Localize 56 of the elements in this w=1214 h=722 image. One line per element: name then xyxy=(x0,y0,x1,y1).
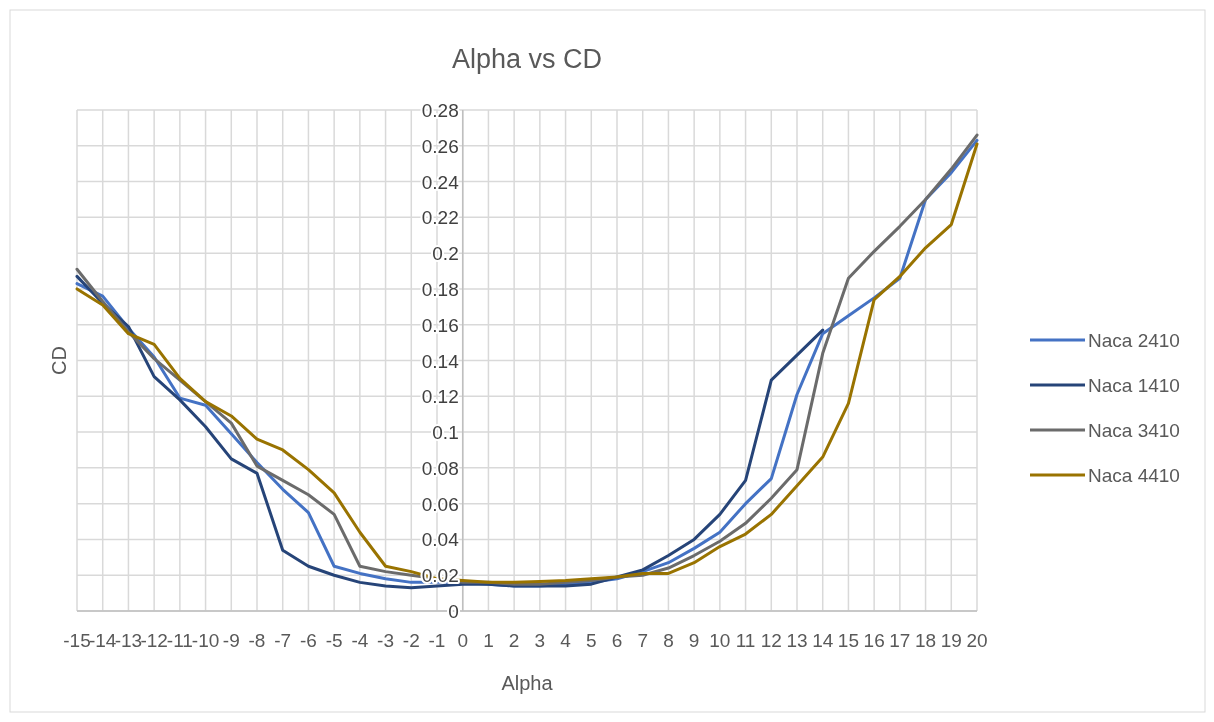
x-tick-label: -2 xyxy=(402,630,420,651)
y-tick-label: 0.06 xyxy=(421,493,459,515)
x-tick-label: -8 xyxy=(248,630,266,651)
y-tick-label: 0.1 xyxy=(432,422,459,444)
y-tick-label: 0.16 xyxy=(421,314,459,336)
x-axis-title: Alpha xyxy=(501,672,554,694)
x-tick-label: 12 xyxy=(760,630,782,651)
y-tick-label: 0.14 xyxy=(421,350,460,372)
x-tick-label: 5 xyxy=(586,630,597,651)
legend-label: Naca 3410 xyxy=(1088,420,1180,441)
x-tick-label: 6 xyxy=(611,630,623,651)
x-tick-label: 17 xyxy=(889,630,911,651)
x-tick-label: -6 xyxy=(299,630,317,651)
y-tick-label: 0.08 xyxy=(421,457,459,479)
x-tick-label: -12 xyxy=(140,630,168,651)
legend-label: Naca 1410 xyxy=(1088,375,1180,396)
x-tick-label: 9 xyxy=(688,630,700,651)
x-tick-label: 7 xyxy=(637,630,648,651)
x-tick-label: -4 xyxy=(351,630,369,651)
x-tick-label: 4 xyxy=(560,630,572,651)
x-tick-label: -3 xyxy=(377,630,395,651)
x-tick-label: 1 xyxy=(483,630,494,651)
x-tick-label: 19 xyxy=(940,630,962,651)
x-tick-label: -11 xyxy=(166,630,193,651)
x-tick-label: 11 xyxy=(735,630,756,651)
x-tick-label: 18 xyxy=(915,630,937,651)
y-tick-label: 0.04 xyxy=(421,529,460,551)
y-tick-label: 0.26 xyxy=(421,135,459,157)
chart-title: Alpha vs CD xyxy=(451,44,603,74)
x-tick-label: -1 xyxy=(428,630,446,651)
x-tick-label: -15 xyxy=(63,630,91,651)
x-tick-label: 16 xyxy=(863,630,885,651)
legend-label: Naca 2410 xyxy=(1088,330,1180,351)
y-tick-label: 0.22 xyxy=(421,207,459,229)
y-tick-label: 0.18 xyxy=(421,278,459,300)
legend-label: Naca 4410 xyxy=(1088,465,1180,486)
y-tick-label: 0.28 xyxy=(421,100,459,121)
x-tick-label: -7 xyxy=(274,630,292,651)
y-axis-title: CD xyxy=(48,346,70,375)
x-tick-label: 2 xyxy=(508,630,520,651)
x-tick-label: 10 xyxy=(709,630,731,651)
y-tick-label: 0.12 xyxy=(421,386,459,408)
x-tick-label: -10 xyxy=(191,630,220,651)
x-tick-label: 20 xyxy=(966,630,988,651)
x-tick-label: 8 xyxy=(663,630,674,651)
x-tick-label: -5 xyxy=(325,630,343,651)
y-tick-label: 0.2 xyxy=(432,243,459,265)
x-tick-label: 3 xyxy=(534,630,546,651)
line-series xyxy=(75,274,825,590)
x-tick-label: 15 xyxy=(837,630,859,651)
x-tick-label: 14 xyxy=(812,630,834,651)
y-tick-label: 0 xyxy=(448,601,459,622)
x-tick-label: -13 xyxy=(114,630,143,651)
y-tick-label: 0.24 xyxy=(421,171,460,193)
x-tick-label: 13 xyxy=(786,630,808,651)
x-tick-label: -9 xyxy=(222,630,240,651)
